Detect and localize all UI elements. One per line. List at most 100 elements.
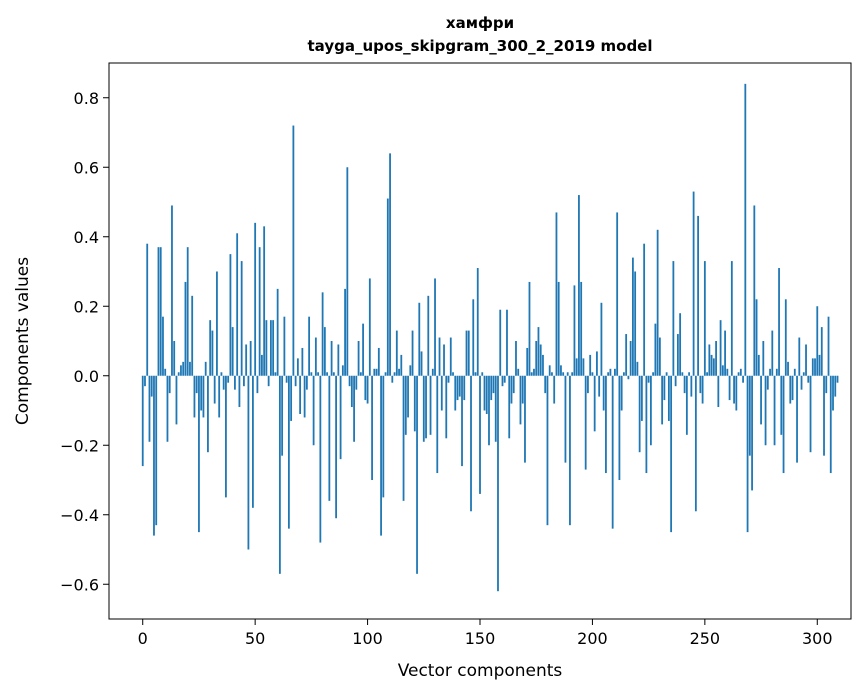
bar — [395, 330, 398, 376]
x-tick-label: 300 — [802, 629, 833, 648]
bar — [751, 375, 753, 491]
bar — [234, 375, 236, 390]
bar — [649, 375, 652, 446]
bar — [787, 361, 789, 376]
bar — [346, 167, 349, 376]
bar — [211, 330, 214, 376]
x-tick-label: 100 — [352, 629, 383, 648]
x-tick-label: 50 — [245, 629, 265, 648]
bar — [605, 375, 607, 474]
bar — [332, 372, 335, 376]
bar — [811, 358, 814, 376]
bar — [438, 337, 441, 376]
bar — [440, 375, 443, 411]
bar — [566, 372, 569, 376]
y-tick-label: 0.2 — [74, 297, 99, 316]
bar — [186, 247, 189, 376]
bar — [688, 372, 691, 376]
bar — [184, 281, 187, 376]
bar — [287, 375, 290, 529]
bar — [272, 320, 275, 376]
bar — [519, 375, 522, 425]
bar — [652, 372, 655, 376]
bar — [717, 375, 720, 408]
bar — [474, 372, 477, 376]
bar — [764, 375, 767, 446]
bar — [418, 302, 421, 376]
bar — [593, 375, 596, 432]
bar — [555, 212, 558, 376]
bar — [654, 323, 657, 376]
bar — [445, 375, 448, 439]
bar — [366, 375, 369, 404]
bar — [591, 372, 594, 376]
bar — [425, 375, 427, 439]
bar — [802, 372, 805, 376]
bar — [305, 375, 308, 390]
bar — [245, 344, 248, 376]
bar — [814, 358, 816, 376]
bar — [168, 375, 171, 394]
bar — [573, 285, 576, 376]
bar — [427, 295, 430, 376]
bar — [335, 375, 337, 519]
bar — [150, 375, 153, 397]
bar — [222, 375, 225, 390]
bar — [829, 375, 832, 474]
bar — [198, 375, 200, 533]
y-axis-ticks: −0.6 −0.4 −0.2 0.0 0.2 0.4 0.6 0.8 — [60, 89, 109, 594]
bar — [494, 375, 497, 442]
bar — [816, 306, 819, 376]
bar — [299, 375, 302, 414]
bar — [796, 375, 798, 463]
bar — [533, 368, 535, 376]
bar — [708, 344, 711, 376]
x-tick-label: 200 — [577, 629, 608, 648]
bar — [607, 372, 610, 376]
bar — [571, 372, 574, 376]
bar — [584, 375, 587, 470]
bar — [517, 368, 520, 376]
bar — [510, 375, 513, 404]
bar — [683, 375, 686, 394]
bar — [542, 354, 544, 376]
bar — [724, 330, 726, 376]
bar — [400, 354, 403, 376]
bar — [481, 372, 484, 376]
bar — [703, 261, 706, 376]
bar — [409, 365, 412, 376]
bar — [694, 375, 697, 512]
bar — [422, 375, 425, 442]
y-tick-label: 0.4 — [74, 228, 99, 247]
bar — [195, 375, 198, 394]
bar — [609, 368, 612, 376]
bar — [823, 375, 825, 456]
bar — [539, 344, 542, 376]
bar — [582, 358, 585, 376]
bar — [252, 375, 254, 508]
bar — [227, 375, 230, 383]
bar — [616, 212, 619, 376]
bar — [562, 372, 565, 376]
bar — [207, 375, 209, 453]
bar — [373, 368, 376, 376]
bar — [216, 271, 218, 376]
bar — [663, 375, 666, 401]
bar — [706, 372, 708, 376]
bar — [506, 309, 508, 376]
bar — [348, 375, 351, 387]
bar — [382, 375, 385, 498]
y-tick-label: 0.6 — [74, 158, 99, 177]
bar — [429, 375, 432, 435]
bar — [661, 375, 664, 425]
bar — [499, 309, 502, 376]
bar — [726, 368, 729, 376]
bar — [202, 375, 205, 418]
bar — [229, 254, 232, 376]
bar — [508, 375, 511, 439]
bar — [739, 368, 742, 376]
bar — [575, 358, 578, 376]
bar — [368, 278, 371, 376]
bar — [485, 375, 488, 414]
bar — [762, 341, 765, 376]
